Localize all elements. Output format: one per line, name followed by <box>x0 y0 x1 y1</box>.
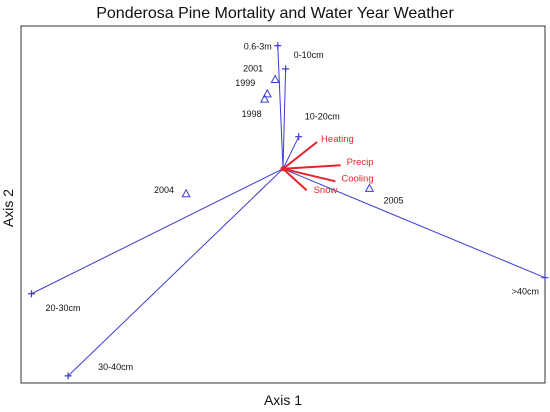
size-class-vector-4 <box>67 168 284 377</box>
size-class-vector-1 <box>282 68 287 169</box>
year-label: 2004 <box>154 185 174 195</box>
year-point-marker <box>262 88 272 98</box>
year-point-marker <box>364 183 375 192</box>
weather-vector-label: Heating <box>321 134 354 145</box>
year-label: 2001 <box>243 64 263 74</box>
size-class-vector-0 <box>277 45 284 169</box>
weather-vector-label: Cooling <box>341 173 373 184</box>
plot-frame <box>20 25 546 384</box>
ordination-origin <box>280 166 286 172</box>
y-axis-label: Axis 2 <box>0 189 16 227</box>
size-class-label: 0-10cm <box>294 50 324 60</box>
year-point-marker <box>270 74 280 84</box>
chart-marks: 0.6-3m 0-10cm 10-20cm 20-30cm 30-40cm >40cm 20… <box>27 42 549 380</box>
weather-vector-3 <box>282 168 308 191</box>
weather-vector-label: Precip <box>347 157 374 168</box>
chart-title: Ponderosa Pine Mortality and Water Year … <box>96 5 454 22</box>
year-point-marker <box>181 188 191 198</box>
size-class-point-marker <box>295 133 303 141</box>
year-label: 2005 <box>383 195 403 205</box>
size-class-point-marker <box>282 65 290 73</box>
year-label: 1998 <box>242 109 262 119</box>
size-class-point-marker <box>541 274 549 282</box>
weather-vector-2 <box>282 167 336 183</box>
size-class-label: 10-20cm <box>305 112 340 122</box>
size-class-label: >40cm <box>512 287 539 297</box>
size-class-point-marker <box>274 42 282 50</box>
size-class-label: 30-40cm <box>98 362 133 372</box>
weather-vector-0 <box>282 141 318 170</box>
size-class-point-marker <box>27 290 35 298</box>
year-point-marker <box>260 94 270 103</box>
weather-vector-label: Snow <box>314 185 338 196</box>
size-class-point-marker <box>64 372 72 380</box>
year-label: 1999 <box>235 78 255 88</box>
x-axis-label: Axis 1 <box>264 392 302 408</box>
size-class-label: 20-30cm <box>45 303 80 313</box>
weather-vector-1 <box>282 164 341 170</box>
size-class-vector-2 <box>282 136 300 170</box>
size-class-vector-5 <box>282 168 546 279</box>
size-class-vector-3 <box>31 168 284 295</box>
size-class-label: 0.6-3m <box>244 42 272 52</box>
